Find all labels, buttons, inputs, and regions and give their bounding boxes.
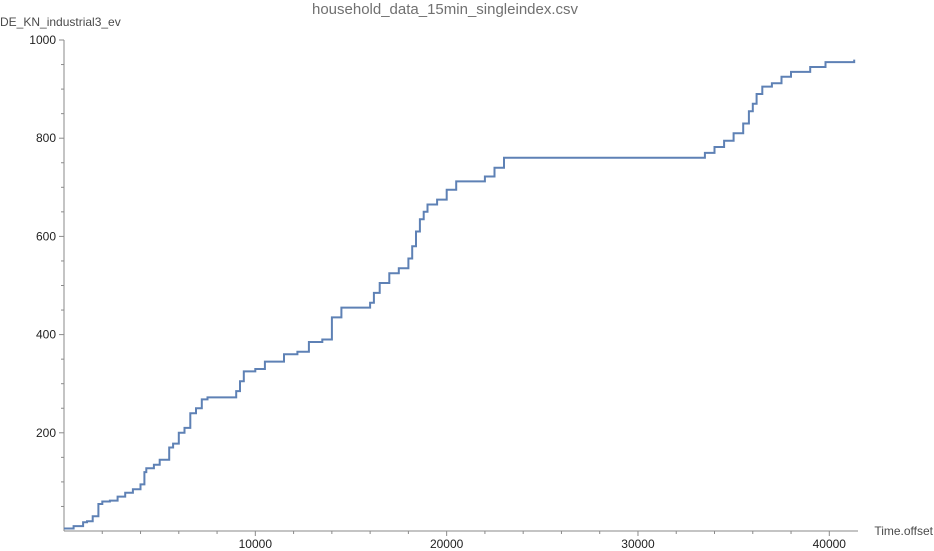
series-line	[64, 59, 856, 530]
y-axis-label: DE_KN_industrial3_ev	[0, 15, 121, 29]
x-tick-label: 20000	[430, 537, 464, 551]
x-tick-label: 10000	[239, 537, 273, 551]
x-axis-label: Time.offset	[874, 524, 933, 538]
y-tick-label: 400	[36, 328, 56, 342]
x-ticks: 10000 20000 30000 40000	[101, 531, 847, 551]
y-ticks: 200 400 600 800 1000	[29, 33, 64, 507]
y-tick-label: 800	[36, 131, 56, 145]
y-tick-label: 200	[36, 426, 56, 440]
y-tick-label: 600	[36, 229, 56, 243]
x-tick-label: 30000	[621, 537, 655, 551]
x-tick-label: 40000	[813, 537, 847, 551]
y-tick-label: 1000	[29, 33, 56, 47]
series-group	[64, 59, 856, 530]
chart-title: household_data_15min_singleindex.csv	[312, 1, 579, 18]
